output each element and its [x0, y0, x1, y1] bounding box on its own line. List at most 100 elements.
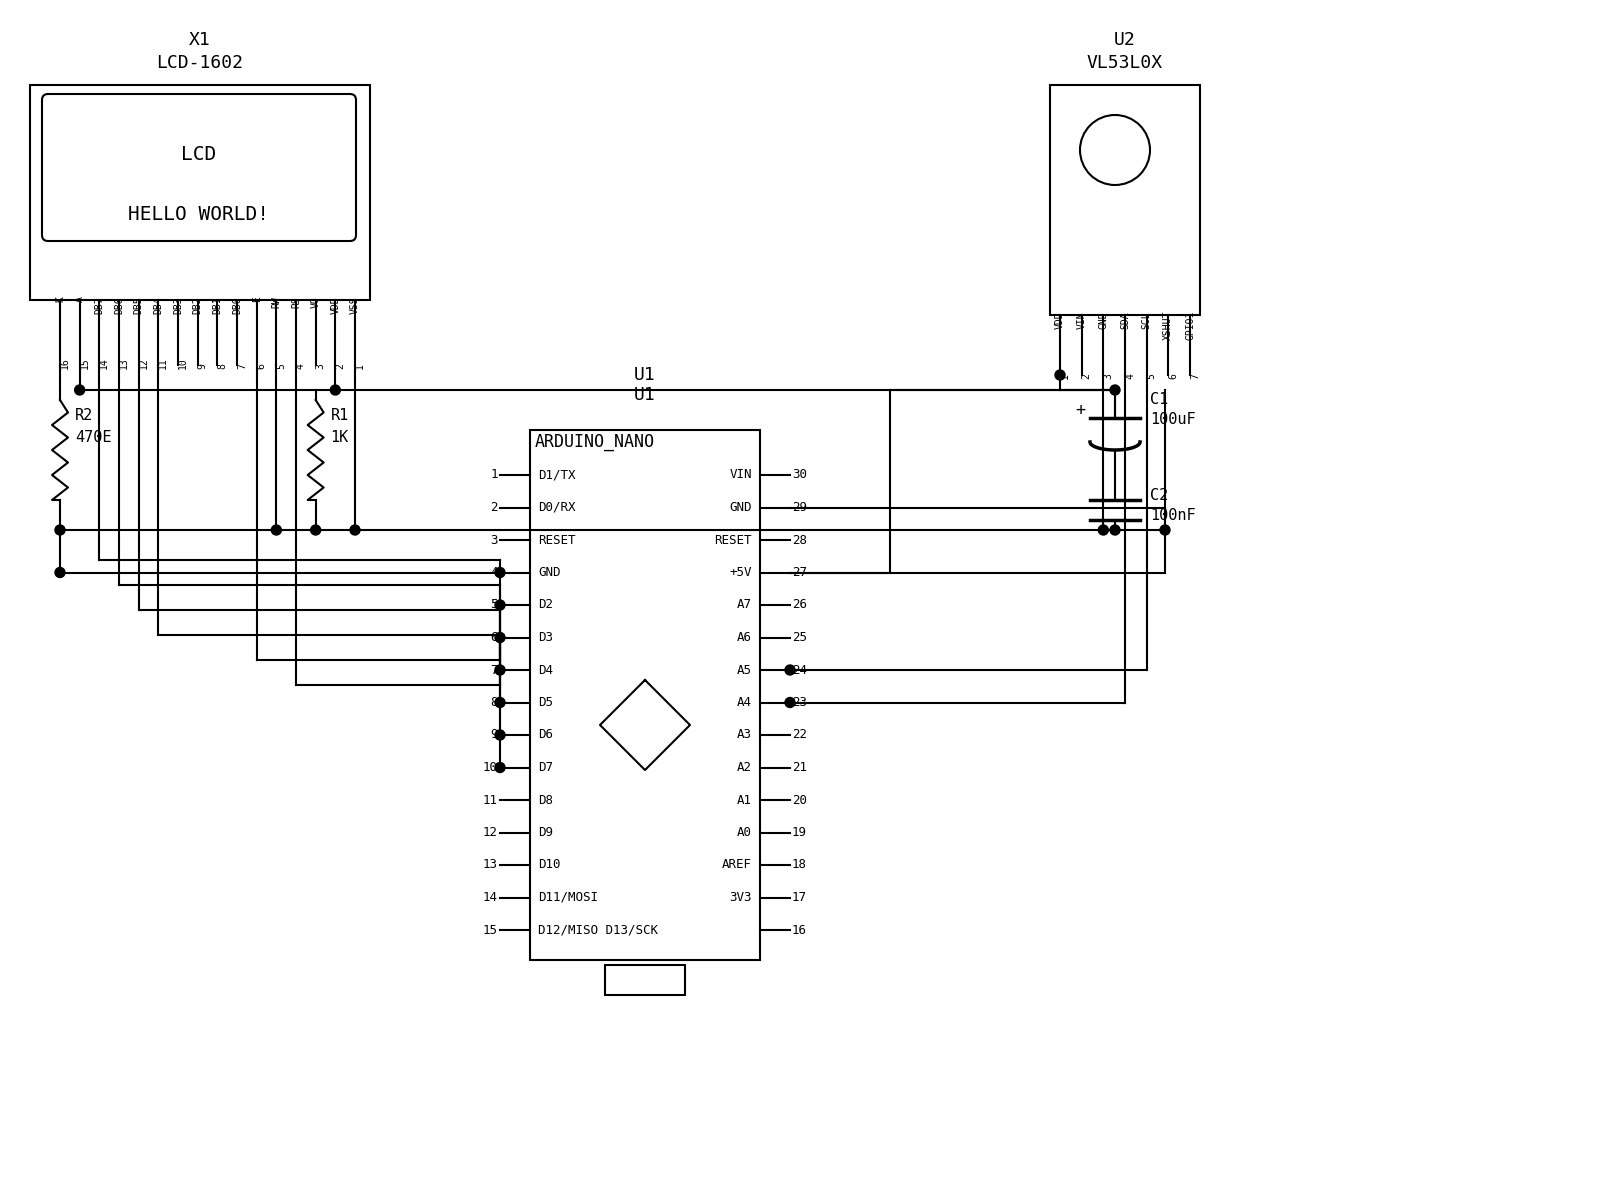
Text: SDA: SDA [1120, 312, 1130, 328]
Text: A1: A1 [737, 793, 753, 806]
Text: 1K: 1K [331, 431, 348, 446]
Text: DB4: DB4 [154, 296, 164, 314]
Text: D2: D2 [538, 598, 554, 611]
Text: 7: 7 [238, 363, 247, 369]
Text: SCL: SCL [1141, 312, 1152, 328]
Text: 23: 23 [791, 696, 807, 709]
Text: 13: 13 [483, 859, 498, 872]
Text: VIN: VIN [730, 468, 753, 481]
Circle shape [494, 730, 506, 740]
Text: D8: D8 [538, 793, 554, 806]
Text: 11: 11 [159, 358, 169, 369]
Text: ARDUINO_NANO: ARDUINO_NANO [534, 433, 655, 451]
Text: 11: 11 [483, 793, 498, 806]
Text: 18: 18 [791, 859, 807, 872]
Text: DB3: DB3 [173, 296, 183, 314]
Circle shape [494, 632, 506, 642]
Text: RESET: RESET [714, 533, 753, 546]
Text: 7: 7 [1189, 373, 1201, 379]
Text: 2: 2 [1082, 373, 1091, 379]
FancyBboxPatch shape [42, 94, 356, 241]
Text: D7: D7 [538, 761, 554, 774]
Text: 25: 25 [791, 631, 807, 644]
Circle shape [785, 697, 794, 708]
Text: 16: 16 [59, 358, 71, 369]
Text: C1: C1 [1151, 393, 1168, 407]
Text: DB0: DB0 [233, 296, 242, 314]
Text: VIN: VIN [1077, 312, 1087, 328]
Text: 15: 15 [80, 358, 90, 369]
Text: 10: 10 [483, 761, 498, 774]
Text: A2: A2 [737, 761, 753, 774]
Text: 8: 8 [217, 363, 228, 369]
Text: DB7: DB7 [95, 296, 104, 314]
Text: 9: 9 [197, 363, 207, 369]
Text: 3: 3 [1103, 373, 1114, 379]
Text: 6: 6 [1168, 373, 1178, 379]
Text: A: A [75, 296, 85, 302]
Text: 3: 3 [491, 533, 498, 546]
Text: GND: GND [538, 566, 560, 579]
Text: D9: D9 [538, 826, 554, 839]
Text: 1: 1 [355, 363, 364, 369]
Text: 20: 20 [791, 793, 807, 806]
Text: D10: D10 [538, 859, 560, 872]
Text: LCD: LCD [181, 145, 217, 164]
Bar [1050, 85, 1201, 315]
Text: 17: 17 [791, 891, 807, 904]
Text: 24: 24 [791, 663, 807, 676]
Text: 30: 30 [791, 468, 807, 481]
Text: RESET: RESET [538, 533, 576, 546]
Bar [605, 965, 685, 995]
Text: K: K [55, 296, 64, 302]
Text: U2: U2 [1114, 31, 1136, 50]
Text: 2: 2 [335, 363, 345, 369]
Text: VDD: VDD [331, 296, 340, 314]
Text: 12: 12 [483, 826, 498, 839]
Text: 3: 3 [316, 363, 326, 369]
Text: A6: A6 [737, 631, 753, 644]
Circle shape [494, 666, 506, 675]
Circle shape [1080, 114, 1151, 185]
Text: A3: A3 [737, 728, 753, 741]
Text: 14: 14 [483, 891, 498, 904]
Bar [30, 85, 371, 300]
Circle shape [1111, 385, 1120, 395]
Text: 6: 6 [491, 631, 498, 644]
Text: GND: GND [730, 502, 753, 514]
Text: D4: D4 [538, 663, 554, 676]
Text: 100uF: 100uF [1151, 413, 1196, 427]
Text: 27: 27 [791, 566, 807, 579]
Text: 470E: 470E [75, 431, 111, 446]
Circle shape [494, 599, 506, 610]
Text: GPIO1: GPIO1 [1184, 312, 1196, 340]
Text: AREF: AREF [722, 859, 753, 872]
Text: 22: 22 [791, 728, 807, 741]
Text: U1: U1 [634, 366, 656, 384]
Text: DB6: DB6 [114, 296, 124, 314]
Text: 1: 1 [491, 468, 498, 481]
Text: GND: GND [1098, 312, 1109, 328]
Text: D6: D6 [538, 728, 554, 741]
Text: U1: U1 [634, 386, 656, 404]
Text: +5V: +5V [730, 566, 753, 579]
Text: R2: R2 [75, 407, 93, 422]
Text: D11/MOSI: D11/MOSI [538, 891, 599, 904]
Circle shape [271, 525, 281, 535]
Text: 2: 2 [491, 502, 498, 514]
Circle shape [1160, 525, 1170, 535]
Text: A7: A7 [737, 598, 753, 611]
Text: 5: 5 [1146, 373, 1157, 379]
Text: 26: 26 [791, 598, 807, 611]
Text: VDD: VDD [1054, 312, 1066, 328]
Circle shape [311, 525, 321, 535]
Circle shape [1111, 525, 1120, 535]
Circle shape [331, 385, 340, 395]
Text: 4: 4 [295, 363, 307, 369]
Circle shape [494, 568, 506, 577]
Text: D1/TX: D1/TX [538, 468, 576, 481]
Text: X1: X1 [189, 31, 210, 50]
Text: 10: 10 [178, 358, 188, 369]
Circle shape [75, 385, 85, 395]
Text: HELLO WORLD!: HELLO WORLD! [128, 205, 270, 224]
